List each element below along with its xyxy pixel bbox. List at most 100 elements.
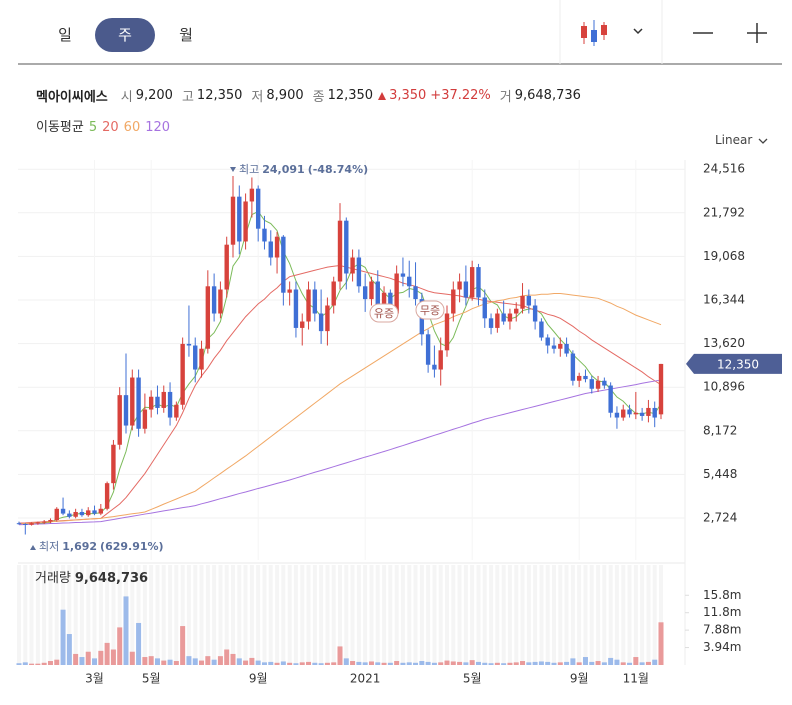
candle-body	[287, 289, 292, 293]
volume-bg	[476, 565, 481, 665]
stat-label: 거	[499, 90, 512, 105]
volume-bar	[217, 656, 223, 665]
candle-body	[633, 412, 639, 415]
volume-bg	[445, 565, 449, 665]
y-tick-label: 19,068	[703, 249, 745, 263]
volume-bar	[136, 622, 142, 665]
scale-chevron[interactable]	[758, 138, 768, 144]
volume-bar	[268, 661, 274, 665]
candle-body	[262, 228, 267, 242]
candle-body	[539, 321, 544, 338]
volume-bg	[300, 565, 305, 665]
volume-bg	[558, 565, 563, 665]
volume-bar	[645, 661, 651, 665]
ma-legend-item[interactable]: 60	[123, 120, 141, 135]
volume-bar	[199, 660, 205, 665]
tab[interactable]: 월	[179, 26, 193, 44]
volume-bg	[73, 565, 78, 665]
candle-body	[54, 508, 59, 520]
volume-bg	[482, 565, 487, 665]
volume-bg	[526, 565, 531, 665]
stat-value: 9,648,736	[514, 88, 581, 103]
candle-body	[469, 267, 475, 298]
ma-legend-item[interactable]: 20	[102, 120, 119, 135]
volume-bar	[54, 659, 60, 665]
volume-bg	[470, 565, 475, 665]
volume-bar	[400, 662, 406, 665]
tab[interactable]: 일	[58, 26, 72, 44]
volume-bar	[570, 658, 576, 665]
volume-bg	[231, 565, 235, 665]
candle-body	[35, 522, 41, 524]
stat-label: 저	[251, 90, 264, 105]
candle-body	[230, 196, 236, 245]
scale-selector[interactable]: Linear	[715, 133, 753, 147]
volume-bg	[533, 565, 538, 665]
volume-bar	[205, 656, 211, 665]
candle-body	[658, 363, 664, 415]
volume-bar	[545, 661, 551, 665]
candle-body	[79, 511, 85, 516]
candle-body	[514, 308, 519, 314]
candle-body	[318, 313, 324, 332]
volume-bar	[60, 609, 66, 665]
volume-bar	[538, 661, 544, 665]
volume-bar	[482, 662, 488, 665]
candle-body	[362, 286, 368, 300]
volume-bg	[608, 565, 613, 665]
last-price-tag	[686, 353, 782, 374]
candle-body	[249, 188, 255, 202]
volume-bar	[627, 662, 633, 665]
volume-bar	[92, 658, 98, 665]
candle-body	[243, 201, 248, 242]
min-annotation: 최저 1,692 (629.91%)	[39, 540, 164, 553]
volume-bg	[545, 565, 550, 665]
volume-bg	[457, 565, 462, 665]
candle-body	[344, 220, 349, 274]
up-arrow-shape	[378, 91, 387, 100]
ma-legend: 이동평균 5 20 60 120	[36, 116, 170, 135]
candle-body	[595, 380, 601, 389]
candle-body	[375, 281, 380, 306]
volume-bar	[457, 661, 463, 665]
dropdown-chevron[interactable]	[633, 28, 643, 35]
volume-bg	[180, 565, 185, 665]
volume-title-text: 거래량	[35, 571, 71, 586]
volume-bg	[130, 565, 135, 665]
candle-body	[123, 395, 129, 426]
ma-legend-item[interactable]: 5	[88, 120, 98, 135]
candle-body	[476, 267, 481, 298]
candle-body	[564, 343, 569, 354]
volume-bg	[394, 565, 399, 665]
volume-bg	[350, 565, 355, 665]
volume-bg	[174, 565, 179, 665]
max-annotation: 최고 24,091 (-48.74%)	[239, 163, 368, 176]
candle-body	[293, 289, 299, 328]
up-arrow	[378, 91, 387, 100]
volume-bar	[230, 653, 236, 665]
volume-bg	[186, 565, 191, 665]
volume-bg	[256, 565, 261, 665]
candle-body	[400, 273, 406, 277]
volume-bg	[633, 565, 638, 665]
ma-legend-item[interactable]: 120	[145, 120, 171, 135]
candle-body	[432, 364, 437, 370]
chart-type-button[interactable]	[581, 20, 607, 46]
volume-bar	[22, 662, 28, 665]
candle-body	[507, 313, 513, 322]
tab-selected[interactable]: 주	[95, 18, 155, 52]
candle-body	[29, 523, 34, 525]
volume-bar	[211, 659, 217, 665]
candle-body	[438, 350, 443, 370]
stat-label: 종	[312, 90, 325, 105]
zoom-in-button[interactable]	[747, 23, 767, 43]
volume-bar	[29, 663, 35, 665]
candle-body	[186, 343, 192, 346]
volume-bg	[312, 565, 317, 665]
volume-bar	[463, 662, 469, 665]
volume-bar	[513, 662, 519, 665]
volume-bar	[557, 662, 563, 665]
volume-bg	[382, 565, 387, 665]
candle-body	[60, 508, 66, 514]
